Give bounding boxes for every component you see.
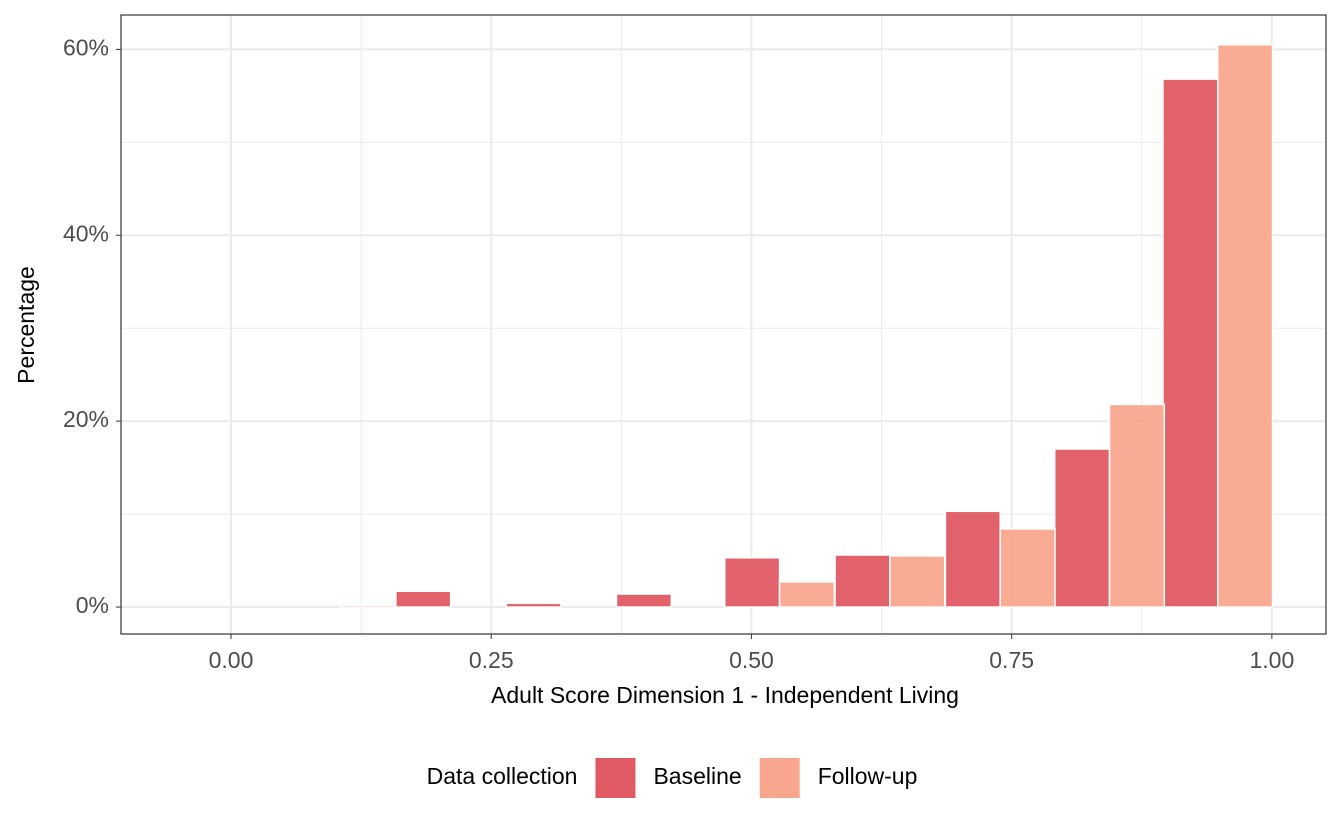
bar — [339, 604, 396, 608]
legend-key — [595, 758, 636, 798]
bar — [889, 555, 946, 608]
legend-title: Data collection — [427, 763, 578, 789]
bar — [1053, 448, 1111, 608]
bar — [615, 593, 673, 608]
y-axis-title: Percentage — [13, 266, 39, 384]
y-tick-label: 40% — [63, 220, 109, 246]
y-tick-label: 0% — [76, 592, 109, 618]
bar — [834, 554, 891, 608]
bar — [1108, 403, 1166, 608]
bar — [944, 510, 1001, 608]
bar — [505, 602, 562, 608]
bar — [395, 590, 452, 608]
x-tick-label: 0.75 — [989, 647, 1034, 673]
bar — [1162, 78, 1219, 608]
x-tick-label: 1.00 — [1249, 647, 1294, 673]
bar — [778, 581, 836, 608]
legend-label: Follow-up — [818, 763, 918, 789]
plot-border — [120, 14, 1327, 635]
x-tick-label: 0.00 — [209, 647, 254, 673]
legend-key — [759, 758, 800, 798]
x-tick-label: 0.50 — [729, 647, 774, 673]
bar — [1217, 43, 1274, 608]
legend-label: Baseline — [653, 763, 741, 789]
y-tick-label: 60% — [63, 34, 109, 60]
bar — [999, 528, 1056, 608]
x-axis-title: Adult Score Dimension 1 - Independent Li… — [491, 682, 959, 708]
bar — [724, 557, 781, 608]
y-tick-label: 20% — [63, 406, 109, 432]
x-tick-label: 0.25 — [469, 647, 514, 673]
